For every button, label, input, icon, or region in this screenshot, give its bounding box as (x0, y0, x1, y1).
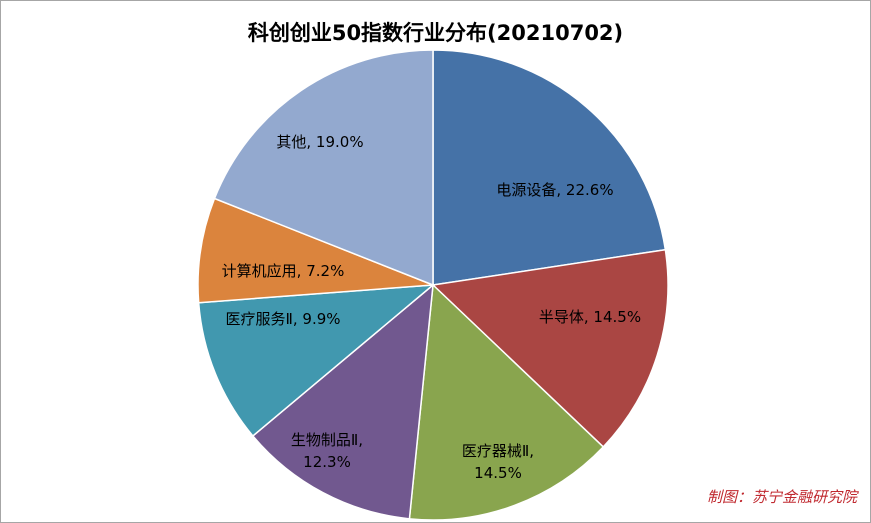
slice-label-2: 半导体, 14.5% (539, 308, 641, 326)
pie-slice-1 (432, 49, 667, 286)
slice-label-4: 生物制品Ⅱ, 12.3% (291, 431, 363, 471)
pie-slice-3 (408, 283, 605, 521)
pie-slice-2 (431, 248, 669, 449)
slice-label-3: 医疗器械Ⅱ, 14.5% (462, 442, 534, 482)
pie-slice-4 (251, 283, 434, 520)
slice-label-1: 电源设备, 22.6% (496, 181, 613, 199)
pie-slice-7 (213, 49, 434, 287)
chart-title: 科创创业50指数行业分布(20210702) (247, 21, 624, 45)
pie-slice-6 (197, 197, 434, 304)
slice-label-6: 计算机应用, 7.2% (222, 262, 345, 280)
pie-slice-5 (197, 284, 436, 437)
slice-label-7: 其他, 19.0% (276, 133, 363, 151)
slice-label-5: 医疗服务Ⅱ, 9.9% (225, 310, 340, 328)
credit-text: 制图：苏宁金融研究院 (706, 488, 857, 506)
